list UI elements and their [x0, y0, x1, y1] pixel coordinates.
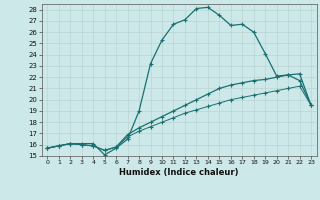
X-axis label: Humidex (Indice chaleur): Humidex (Indice chaleur): [119, 168, 239, 177]
